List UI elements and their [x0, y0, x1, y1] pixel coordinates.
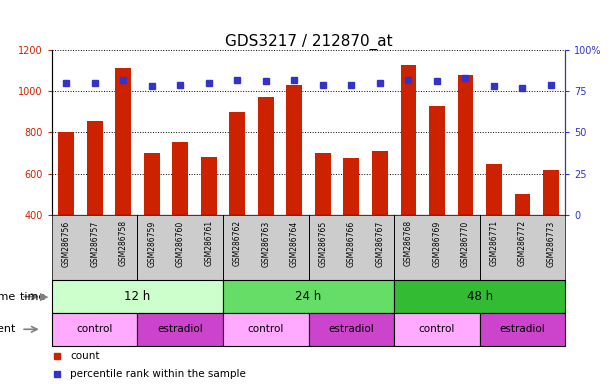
Text: GSM286762: GSM286762 [233, 220, 242, 266]
Bar [52, 280, 223, 313]
Bar [480, 313, 565, 346]
Bar [401, 65, 416, 298]
Text: GSM286764: GSM286764 [290, 220, 299, 266]
Text: time: time [0, 291, 16, 302]
Text: GSM286765: GSM286765 [318, 220, 327, 266]
Text: control: control [419, 324, 455, 334]
Bar [287, 85, 302, 298]
Text: GSM286768: GSM286768 [404, 220, 413, 266]
Bar [172, 142, 188, 298]
Bar [223, 313, 309, 346]
Bar [514, 194, 530, 298]
Title: GDS3217 / 212870_at: GDS3217 / 212870_at [225, 34, 392, 50]
Bar [144, 153, 159, 298]
Bar [343, 158, 359, 298]
Text: control: control [247, 324, 284, 334]
Text: GSM286757: GSM286757 [90, 220, 99, 266]
Bar [458, 74, 473, 298]
Text: GSM286760: GSM286760 [176, 220, 185, 266]
Text: GSM286767: GSM286767 [375, 220, 384, 266]
Text: agent: agent [0, 324, 16, 334]
Bar [429, 106, 445, 298]
Bar [394, 280, 565, 313]
Text: 24 h: 24 h [296, 290, 321, 303]
Text: percentile rank within the sample: percentile rank within the sample [70, 369, 246, 379]
Text: GSM286766: GSM286766 [347, 220, 356, 266]
Text: GSM286770: GSM286770 [461, 220, 470, 266]
Text: control: control [76, 324, 113, 334]
Bar [52, 313, 137, 346]
Bar [87, 121, 103, 298]
Bar [315, 153, 331, 298]
Bar [372, 151, 388, 298]
Text: GSM286756: GSM286756 [62, 220, 71, 266]
Text: GSM286759: GSM286759 [147, 220, 156, 266]
Bar [258, 98, 274, 298]
Bar [223, 280, 394, 313]
Text: estradiol: estradiol [500, 324, 545, 334]
Bar [543, 170, 559, 298]
Bar [394, 313, 480, 346]
Text: time: time [20, 291, 49, 302]
Bar [229, 112, 245, 298]
Bar [59, 132, 74, 298]
Text: 12 h: 12 h [125, 290, 150, 303]
Text: GSM286769: GSM286769 [433, 220, 441, 266]
Text: GSM286763: GSM286763 [262, 220, 270, 266]
Text: estradiol: estradiol [158, 324, 203, 334]
Bar [115, 68, 131, 298]
Bar [486, 164, 502, 298]
Text: ▶: ▶ [40, 291, 49, 302]
Text: count: count [70, 351, 100, 361]
Text: GSM286761: GSM286761 [204, 220, 213, 266]
Text: 48 h: 48 h [467, 290, 492, 303]
Bar [201, 157, 216, 298]
Text: estradiol: estradiol [329, 324, 374, 334]
Text: GSM286772: GSM286772 [518, 220, 527, 266]
Text: GSM286773: GSM286773 [546, 220, 555, 266]
Bar [137, 313, 223, 346]
Bar [309, 313, 394, 346]
Text: GSM286771: GSM286771 [489, 220, 499, 266]
Text: GSM286758: GSM286758 [119, 220, 128, 266]
